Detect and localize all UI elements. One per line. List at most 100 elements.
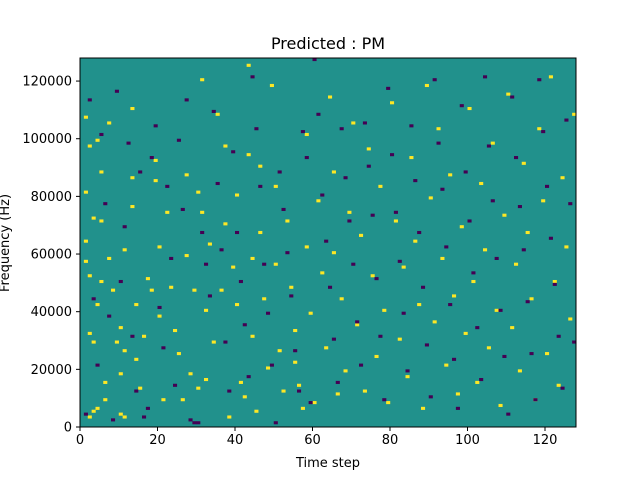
heatmap-cell: [494, 308, 499, 312]
heatmap-cell: [316, 199, 321, 203]
heatmap-cell: [289, 285, 294, 289]
heatmap-cell: [355, 323, 360, 327]
heatmap-cell: [537, 127, 542, 131]
heatmap-cell: [440, 187, 445, 191]
heatmap-cell: [130, 107, 135, 111]
y-tick-label: 60000: [31, 248, 72, 263]
heatmap-cell: [343, 369, 348, 373]
heatmap-cell: [331, 337, 336, 341]
heatmap-cell: [161, 398, 166, 402]
heatmap-cell: [223, 144, 228, 148]
heatmap-cell: [107, 121, 112, 125]
heatmap-cell: [479, 181, 484, 186]
heatmap-cell: [351, 262, 356, 266]
heatmap-cell: [467, 107, 472, 111]
heatmap-cell: [475, 380, 480, 384]
heatmap-cell: [393, 210, 398, 214]
heatmap-cell: [463, 331, 468, 335]
heatmap-cell: [149, 288, 154, 292]
heatmap-cell: [277, 349, 282, 353]
heatmap-cell: [335, 380, 340, 384]
heatmap-cell: [122, 248, 127, 252]
heatmap-cell: [87, 274, 92, 278]
heatmap-cell: [312, 58, 317, 62]
heatmap-cell: [300, 130, 305, 134]
y-tick-label: 120000: [22, 75, 72, 90]
y-axis-ticks: 0 20000 40000 60000 80000 100000 120000: [22, 75, 80, 436]
heatmap-cell: [378, 334, 383, 338]
heatmap-cell: [215, 112, 220, 116]
heatmap-cell: [149, 156, 154, 160]
heatmap-cell: [211, 340, 216, 344]
heatmap-cell: [386, 401, 391, 405]
heatmap-cell: [324, 239, 329, 243]
heatmap-cell: [246, 63, 251, 67]
heatmap-cell: [510, 95, 515, 99]
heatmap-cell: [459, 225, 464, 229]
heatmap-cell: [390, 101, 395, 105]
heatmap-cell: [436, 127, 441, 131]
heatmap-cell: [382, 308, 387, 312]
heatmap-cell: [99, 279, 104, 284]
heatmap-cell: [196, 386, 201, 390]
heatmap-cell: [169, 256, 174, 260]
heatmap-cell: [273, 262, 278, 266]
x-tick-label: 100: [455, 433, 480, 448]
heatmap-cell: [452, 294, 457, 298]
heatmap-cell: [517, 369, 522, 373]
heatmap-cell: [320, 271, 325, 275]
heatmap-cell: [514, 262, 519, 266]
heatmap-cell: [359, 233, 364, 237]
heatmap-cell: [502, 354, 507, 359]
heatmap-cell: [448, 303, 453, 307]
heatmap-cell: [126, 141, 131, 145]
heatmap-cell: [161, 346, 166, 350]
heatmap-cell: [331, 170, 336, 174]
heatmap-cell: [235, 193, 240, 197]
heatmap-cell: [83, 259, 88, 263]
heatmap-cell: [204, 262, 209, 266]
heatmap-cell: [328, 95, 333, 99]
heatmap-cell: [521, 161, 526, 165]
chart-title: Predicted : PM: [271, 34, 385, 53]
heatmap-cell: [95, 138, 100, 142]
heatmap-cell: [343, 176, 348, 180]
heatmap-cell: [390, 153, 395, 157]
heatmap-cell: [238, 279, 243, 284]
heatmap-cell: [138, 386, 143, 390]
heatmap-cell: [506, 92, 511, 96]
heatmap-cell: [223, 222, 228, 226]
heatmap-cell: [250, 75, 255, 79]
heatmap-cell: [293, 328, 298, 333]
heatmap-cell: [266, 366, 271, 370]
heatmap-cell: [246, 375, 251, 379]
heatmap-cell: [564, 245, 569, 249]
heatmap-cell: [293, 349, 298, 353]
heatmap-cell: [103, 398, 108, 402]
heatmap-cell: [502, 213, 507, 217]
heatmap-cell: [157, 245, 162, 249]
heatmap-cell: [285, 251, 290, 255]
heatmap-cell: [370, 213, 375, 217]
heatmap-cell: [83, 412, 88, 416]
heatmap-cell: [273, 421, 278, 425]
heatmap-cell: [560, 386, 565, 390]
heatmap-cell: [99, 219, 104, 223]
heatmap-cell: [145, 277, 150, 281]
heatmap-cell: [134, 389, 139, 393]
heatmap-cell: [514, 156, 519, 160]
heatmap-cell: [413, 239, 418, 243]
heatmap-cell: [339, 297, 344, 301]
heatmap-cell: [157, 314, 162, 318]
heatmap-cell: [510, 326, 515, 330]
heatmap-cell: [424, 343, 429, 347]
heatmap-cell: [548, 236, 553, 240]
heatmap-cell: [417, 230, 422, 235]
heatmap-cell: [207, 294, 212, 298]
heatmap-cell: [118, 412, 123, 416]
heatmap-cell: [269, 363, 274, 367]
y-tick-label: 80000: [31, 190, 72, 205]
heatmap-cell: [231, 150, 236, 154]
heatmap-cell: [227, 415, 232, 419]
heatmap-cell: [572, 340, 577, 344]
